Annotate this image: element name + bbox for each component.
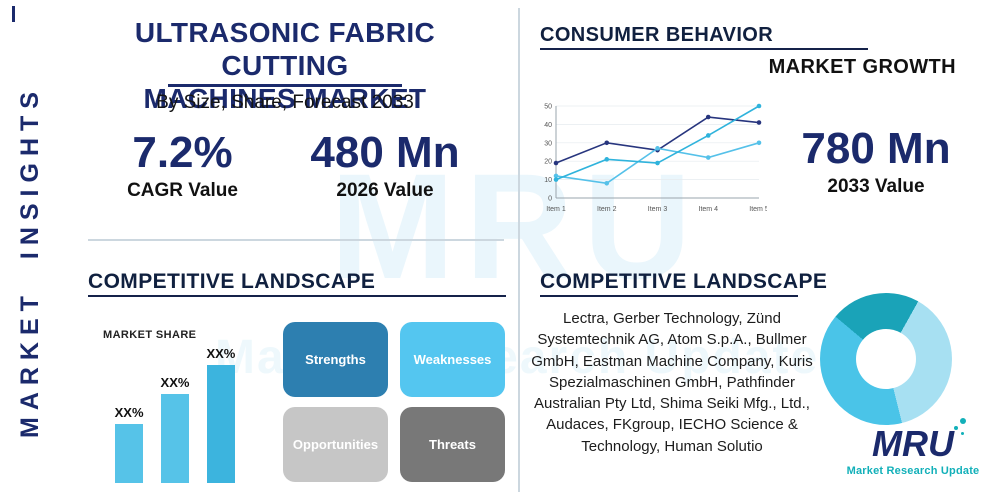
swot-weaknesses: Weaknesses	[400, 322, 505, 397]
bar-column: XX%	[160, 345, 190, 483]
left-horizontal-divider	[88, 239, 504, 241]
swot-threats: Threats	[400, 407, 505, 482]
heading-market-growth: MARKET GROWTH	[768, 56, 956, 78]
cagr-value: 7.2%	[132, 128, 233, 177]
cagr-label: CAGR Value	[127, 180, 238, 202]
svg-text:40: 40	[544, 122, 552, 129]
stat-2026: 480 Mn 2026 Value	[295, 128, 475, 202]
logo-tagline: Market Research Update	[846, 465, 980, 477]
market-share-bar-chart: XX% XX% XX%	[100, 345, 250, 483]
swot-opportunities: Opportunities	[283, 407, 388, 482]
bar-value-label: XX%	[206, 345, 236, 361]
heading-competitive-landscape-left: COMPETITIVE LANDSCAPE	[88, 270, 376, 293]
donut-hole	[856, 329, 916, 389]
svg-text:Item 2: Item 2	[597, 206, 617, 213]
swot-grid: Strengths Weaknesses Opportunities Threa…	[283, 322, 505, 482]
heading-consumer-behavior: CONSUMER BEHAVIOR	[540, 24, 774, 46]
bar	[161, 394, 189, 483]
stat-2033: 780 Mn 2033 Value	[792, 124, 960, 198]
page-subtitle: By Size, Share, Forecast 2033	[156, 92, 414, 113]
svg-text:50: 50	[544, 104, 552, 111]
bar-column: XX%	[206, 345, 235, 483]
label-2033: 2033 Value	[827, 176, 925, 198]
value-2026: 480 Mn	[310, 128, 460, 177]
company-list: Lectra, Gerber Technology, Zünd Systemte…	[531, 310, 813, 455]
svg-text:Item 3: Item 3	[648, 206, 668, 213]
bar-column: XX%	[115, 345, 144, 483]
svg-text:10: 10	[544, 177, 552, 184]
bar-value-label: XX%	[114, 404, 144, 420]
bar	[115, 423, 144, 483]
label-2026: 2026 Value	[336, 180, 434, 202]
sidebar-vertical-label: MARKET INSIGHTS	[16, 85, 44, 438]
title-underline	[168, 84, 402, 87]
competitive-landscape-right-underline	[540, 295, 798, 297]
sidebar-accent-line	[12, 6, 15, 22]
svg-text:0: 0	[548, 196, 552, 203]
logo-dots-icon	[952, 418, 968, 438]
stat-cagr: 7.2% CAGR Value	[100, 128, 265, 202]
bar-value-label: XX%	[160, 375, 190, 391]
donut-chart	[820, 293, 952, 425]
swot-strengths: Strengths	[283, 322, 388, 397]
logo-letters: MRU	[872, 423, 954, 464]
center-vertical-divider	[518, 8, 520, 492]
line-chart-svg: 0 10 20 30 40 50 Item 1 Item 2 Item 3 Item 4 Item …	[544, 104, 769, 214]
value-2033: 780 Mn	[801, 124, 951, 173]
market-share-label: MARKET SHARE	[103, 329, 197, 341]
svg-text:30: 30	[544, 140, 552, 147]
page-title: ULTRASONIC FABRIC CUTTING MACHINES MARKE…	[75, 16, 495, 115]
page-title-line1: ULTRASONIC FABRIC CUTTING	[134, 17, 436, 82]
svg-text:Item 4: Item 4	[699, 206, 719, 213]
heading-competitive-landscape-right: COMPETITIVE LANDSCAPE	[540, 270, 828, 293]
market-growth-line-chart: 0 10 20 30 40 50 Item 1 Item 2 Item 3 Item 4 Item …	[532, 98, 769, 216]
consumer-behavior-underline	[540, 48, 868, 50]
page-title-line2: MACHINES MARKET	[143, 83, 427, 115]
svg-text:Item 1: Item 1	[546, 206, 566, 213]
svg-text:20: 20	[544, 159, 552, 166]
svg-text:Item 5: Item 5	[749, 206, 767, 213]
logo-text: MRU	[872, 418, 966, 464]
competitive-landscape-left-underline	[88, 295, 506, 297]
bar	[206, 364, 235, 483]
brand-logo: MRU Market Research Update	[836, 418, 990, 477]
